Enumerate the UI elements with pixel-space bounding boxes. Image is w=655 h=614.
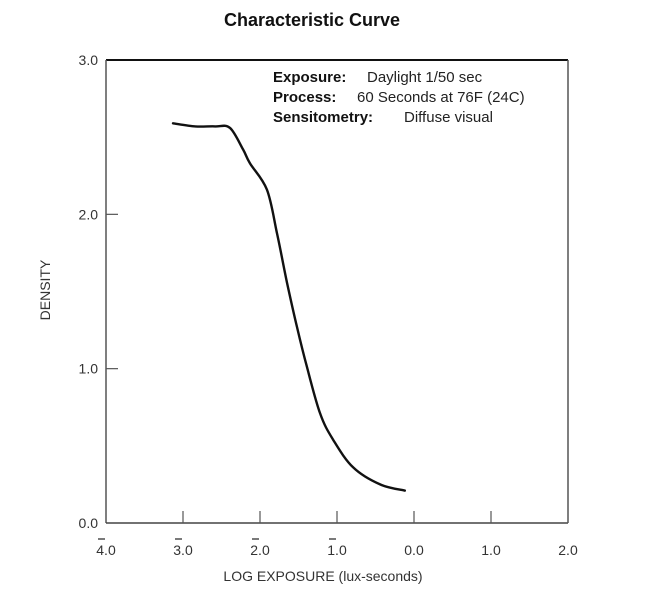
annotation-key: Process: (273, 89, 336, 106)
y-tick-label: 3.0 (79, 52, 99, 68)
x-tick-label: 0.0 (404, 542, 424, 558)
y-tick-label: 2.0 (79, 206, 99, 222)
annotation-key: Sensitometry: (273, 109, 373, 126)
y-tick-label: 0.0 (79, 515, 99, 531)
plot-frame (105, 59, 569, 524)
x-axis-ticks: 4.0 3.0 2.0 1.0 0.0 1.0 2.0 (96, 511, 578, 558)
x-tick-label: 1.0 (481, 542, 501, 558)
annotation-block: Exposure: Daylight 1/50 sec Process: 60 Sec… (273, 69, 525, 126)
annotation-value: Diffuse visual (404, 109, 493, 126)
annotation-value: 60 Seconds at 76F (24C) (357, 89, 525, 106)
x-tick-label: 2.0 (250, 542, 270, 558)
x-tick-label: 1.0 (327, 542, 347, 558)
x-tick-label: 4.0 (96, 542, 116, 558)
x-axis-label: LOG EXPOSURE (lux-seconds) (223, 568, 422, 584)
y-axis-ticks: 0.0 1.0 2.0 3.0 (79, 52, 118, 531)
series-line-characteristic-curve (171, 122, 406, 492)
y-tick-label: 1.0 (79, 361, 99, 377)
annotation-key: Exposure: (273, 69, 346, 86)
y-axis-label: DENSITY (37, 259, 53, 320)
chart-title: Characteristic Curve (224, 10, 400, 30)
annotation-value: Daylight 1/50 sec (367, 69, 483, 86)
x-tick-label: 3.0 (173, 542, 193, 558)
x-tick-label: 2.0 (558, 542, 578, 558)
